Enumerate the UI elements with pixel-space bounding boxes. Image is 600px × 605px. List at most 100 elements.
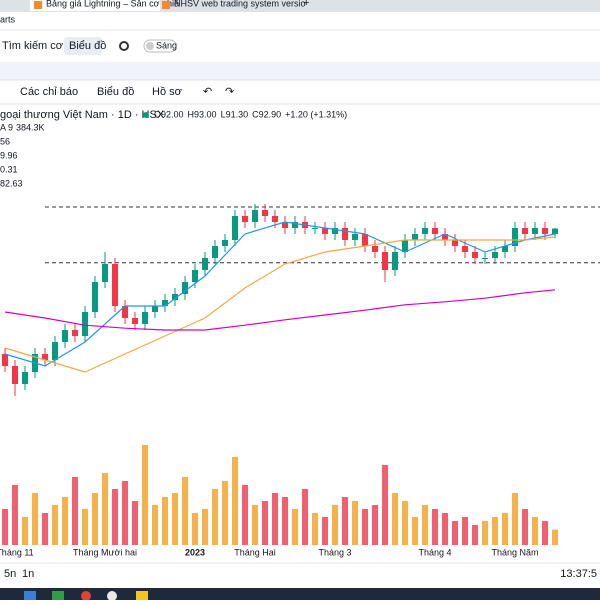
candle-body [442,234,448,240]
chart-tab-bg [64,37,102,55]
candle-body [212,246,218,258]
candle-body [282,222,288,228]
separator-strip [0,62,600,80]
candle-body [82,312,88,336]
candle-body [262,210,268,216]
volume-bar [112,489,118,545]
search-button[interactable]: Tìm kiếm cơ hội [2,40,81,52]
taskbar-icon[interactable] [52,591,64,600]
candle-body [502,246,508,252]
taskbar-icon[interactable] [107,591,117,601]
candle-body [382,252,388,270]
candle-body [42,354,48,360]
x-tick-label: Tháng Năm [491,547,538,557]
volume-bar [2,509,8,545]
volume-bar [512,493,518,545]
symbol: goại thương Việt Nam · 1D · HSX [0,109,165,121]
ohlc-value: O92.00 [154,109,184,119]
volume-bar [352,501,358,545]
taskbar-icon[interactable] [136,591,148,600]
candle-body [342,228,348,240]
legend-value: 384.3K [16,122,45,132]
candle-body [232,216,238,240]
candle-body [142,312,148,324]
taskbar [0,588,600,600]
taskbar-icon[interactable] [81,591,91,601]
volume-bar [242,485,248,545]
volume-bar [452,521,458,545]
candle-body [532,228,538,234]
tab-icon [34,1,42,9]
volume-bar [162,497,168,545]
candle-body [492,252,498,258]
candle-body [92,282,98,312]
candle-body [242,216,248,222]
candle-body [172,294,178,300]
volume-bar [122,481,128,545]
candle-body [452,240,458,246]
volume-bar [252,505,258,545]
app-name: arts [0,14,16,24]
candle-body [472,252,478,258]
candle-body [2,354,8,366]
volume-bar [302,489,308,545]
x-tick-label: Tháng 3 [318,547,351,557]
volume-bar [532,517,538,545]
volume-bar [42,513,48,545]
undo[interactable]: ↶ [203,86,212,98]
volume-bar [262,501,268,545]
candle-body [152,306,158,312]
volume-bar [392,493,398,545]
volume-bar [462,517,468,545]
candle-body [402,240,408,252]
ohlc-value: H93.00 [188,109,217,119]
legend-value: 82.63 [0,178,23,188]
candle-body [432,228,438,234]
moving-average [4,289,556,331]
chart-tab[interactable]: Biểu đồ [69,40,106,52]
moving-average [4,236,556,373]
candle-body [102,264,108,282]
candle-body [512,228,518,246]
taskbar-icon[interactable] [24,591,36,600]
indicators-button[interactable]: Các chỉ báo [20,86,78,98]
profile-menu[interactable]: Hồ sơ [152,86,182,98]
volume-bar [92,493,98,545]
tab-title: NHSV web trading system versio [174,0,306,8]
legend-row: A 9 [0,122,13,132]
new-tab[interactable]: + [303,0,309,9]
volume-bar [182,477,188,545]
volume-bar [62,497,68,545]
candle-body [72,330,78,336]
candle-body [292,222,298,228]
candle-body [362,234,368,246]
candle-body [122,306,128,318]
legend-value: 0.31 [0,164,18,174]
volume-bar [82,509,88,545]
volume-bar [212,489,218,545]
candle-body [522,228,528,234]
candle-body [112,264,118,306]
volume-bar [322,517,328,545]
chart-menu[interactable]: Biểu đồ [97,86,134,98]
range-button[interactable]: 1n [22,568,34,580]
candle-body [392,252,398,270]
candle-body [182,282,188,294]
theme-label: Sáng [156,40,177,50]
candle-body [422,228,428,234]
volume-bar [552,529,558,545]
volume-bar [342,497,348,545]
candle-body [12,366,18,384]
redo[interactable]: ↷ [225,86,234,98]
volume-bar [472,525,478,545]
candle-body [272,216,278,222]
candle-body [372,246,378,252]
ohlc-value: C92.90 [252,109,281,119]
volume-bar [142,445,148,545]
legend-value: 56 [0,136,10,146]
tab[interactable] [30,0,160,11]
settings-icon[interactable] [119,41,129,51]
range-button[interactable]: 5n [4,568,16,580]
